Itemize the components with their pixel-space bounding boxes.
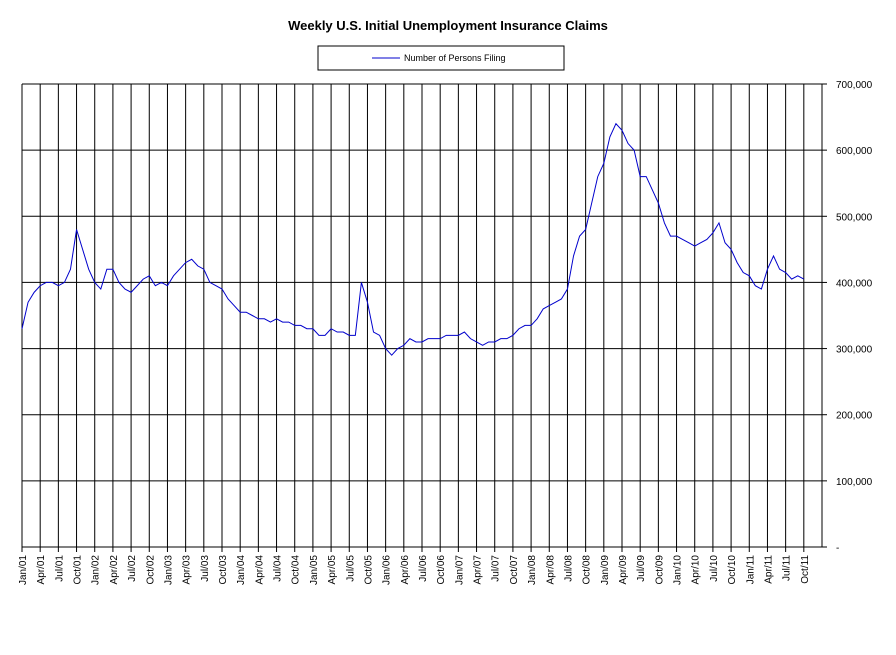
y-tick-label: 300,000 <box>836 345 873 356</box>
y-tick-label: - <box>836 543 839 554</box>
x-tick-label: Jan/06 <box>382 555 393 585</box>
y-tick-label: 100,000 <box>836 477 873 488</box>
legend-label: Number of Persons Filing <box>404 53 506 63</box>
series-line <box>21 122 805 356</box>
x-tick-label: Oct/09 <box>654 555 665 585</box>
x-tick-label: Oct/08 <box>582 555 593 585</box>
x-tick-label: Apr/02 <box>109 555 120 585</box>
x-tick-label: Jan/07 <box>454 555 465 585</box>
y-tick-label: 500,000 <box>836 212 873 223</box>
x-tick-label: Apr/01 <box>36 555 47 585</box>
x-tick-label: Oct/11 <box>800 555 811 584</box>
x-tick-label: Apr/06 <box>400 555 411 585</box>
x-tick-label: Jan/05 <box>309 555 320 585</box>
x-tick-label: Jul/09 <box>636 555 647 582</box>
x-tick-label: Apr/03 <box>182 555 193 585</box>
y-tick-label: 200,000 <box>836 411 873 422</box>
x-tick-label: Jul/02 <box>127 555 138 582</box>
x-tick-label: Jul/10 <box>709 555 720 582</box>
x-tick-label: Jul/06 <box>418 555 429 582</box>
x-tick-label: Jan/11 <box>745 555 756 585</box>
x-tick-label: Apr/08 <box>545 555 556 585</box>
x-tick-label: Jan/01 <box>18 555 29 585</box>
x-tick-label: Jan/10 <box>673 555 684 585</box>
x-tick-label: Jul/11 <box>782 555 793 581</box>
x-tick-label: Jan/09 <box>600 555 611 585</box>
y-tick-label: 400,000 <box>836 278 873 289</box>
x-tick-label: Jul/08 <box>563 555 574 582</box>
x-tick-label: Apr/11 <box>763 555 774 584</box>
x-tick-label: Jul/05 <box>345 555 356 582</box>
legend-box <box>317 45 565 71</box>
x-tick-label: Jan/02 <box>91 555 102 585</box>
y-tick-label: 600,000 <box>836 146 873 157</box>
x-tick-label: Apr/05 <box>327 555 338 585</box>
x-tick-label: Jan/08 <box>527 555 538 585</box>
x-tick-label: Oct/05 <box>363 555 374 585</box>
chart-title: Weekly U.S. Initial Unemployment Insuran… <box>288 18 608 33</box>
x-tick-label: Jan/04 <box>236 555 247 585</box>
x-tick-label: Jul/07 <box>491 555 502 582</box>
x-tick-label: Jul/04 <box>273 555 284 582</box>
x-tick-label: Jul/01 <box>54 555 65 582</box>
x-tick-label: Oct/02 <box>145 555 156 585</box>
x-tick-label: Oct/07 <box>509 555 520 585</box>
x-tick-label: Oct/06 <box>436 555 447 585</box>
x-tick-label: Jan/03 <box>163 555 174 585</box>
x-tick-label: Jul/03 <box>200 555 211 582</box>
x-tick-label: Oct/03 <box>218 555 229 585</box>
x-tick-label: Oct/01 <box>73 555 84 585</box>
x-tick-label: Oct/04 <box>291 555 302 585</box>
x-tick-label: Oct/10 <box>727 555 738 585</box>
x-tick-label: Apr/07 <box>473 555 484 585</box>
x-tick-label: Apr/10 <box>691 555 702 585</box>
x-tick-label: Apr/04 <box>254 555 265 585</box>
x-tick-label: Apr/09 <box>618 555 629 585</box>
y-tick-label: 700,000 <box>836 80 873 91</box>
